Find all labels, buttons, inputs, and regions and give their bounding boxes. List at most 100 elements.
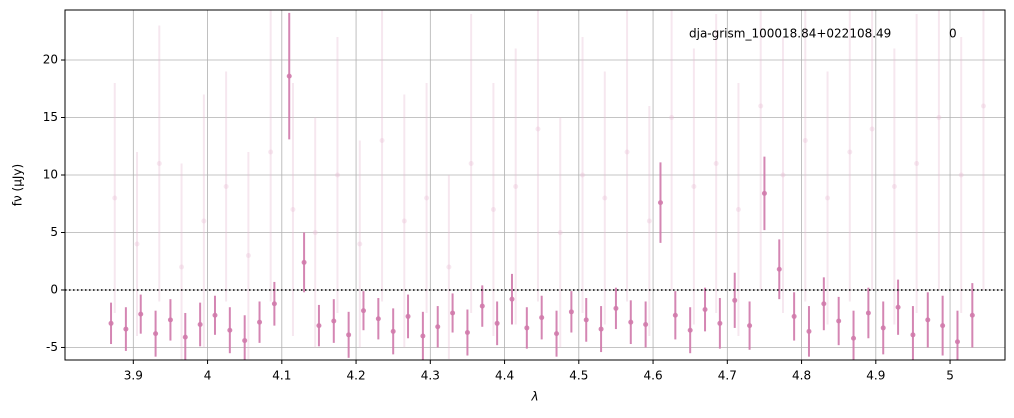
data-point [914, 160, 920, 166]
data-point [865, 310, 871, 316]
data-point [583, 317, 589, 323]
data-point [643, 321, 649, 327]
data-point [312, 229, 318, 235]
x-tick-label: 4 [204, 369, 212, 383]
data-point [657, 200, 663, 206]
x-tick-label: 4.6 [644, 369, 663, 383]
x-tick-label: 4.8 [792, 369, 811, 383]
data-point [646, 218, 652, 224]
data-point [179, 264, 185, 270]
data-point [424, 195, 430, 201]
data-point [390, 328, 396, 334]
data-point [624, 149, 630, 155]
y-tick-label: 15 [43, 110, 58, 124]
data-point [405, 313, 411, 319]
data-point [245, 252, 251, 258]
y-tick-label: 10 [43, 167, 58, 181]
data-point [802, 138, 808, 144]
data-point [821, 301, 827, 307]
data-point [869, 126, 875, 132]
data-point [464, 330, 470, 336]
data-point [580, 172, 586, 178]
data-point [212, 312, 218, 318]
data-point [713, 160, 719, 166]
data-point [182, 334, 188, 340]
data-point [490, 206, 496, 212]
data-point [271, 301, 277, 307]
data-point [375, 316, 381, 322]
data-point [980, 103, 986, 109]
annotation: 0 [949, 27, 957, 41]
data-point [494, 320, 500, 326]
data-point [134, 241, 140, 247]
y-tick-label: 5 [50, 225, 58, 239]
data-point [223, 183, 229, 189]
data-point [598, 326, 604, 332]
data-point [112, 195, 118, 201]
x-tick-label: 4.5 [569, 369, 588, 383]
data-point [851, 335, 857, 341]
data-point [197, 321, 203, 327]
data-point [761, 190, 767, 196]
data-point [446, 264, 452, 270]
data-point [747, 323, 753, 329]
data-point [628, 319, 634, 325]
x-tick-label: 4.9 [866, 369, 885, 383]
data-point [758, 103, 764, 109]
data-point [672, 312, 678, 318]
x-tick-label: 4.7 [718, 369, 737, 383]
data-point [825, 195, 831, 201]
data-point [780, 172, 786, 178]
y-tick-label: 0 [50, 282, 58, 296]
y-tick-label: -5 [46, 340, 58, 354]
data-point [227, 327, 233, 333]
data-point [331, 318, 337, 324]
data-point [379, 138, 385, 144]
x-tick-label: 4.4 [495, 369, 514, 383]
data-point [732, 297, 738, 303]
x-tick-label: 5 [946, 369, 954, 383]
data-point [891, 183, 897, 189]
data-point [401, 218, 407, 224]
data-point [479, 303, 485, 309]
data-point [717, 320, 723, 326]
x-tick-label: 3.9 [124, 369, 143, 383]
grid [65, 10, 1005, 360]
data-point [776, 266, 782, 272]
data-point [257, 319, 263, 325]
data-point [554, 331, 560, 337]
data-point [895, 304, 901, 310]
data-point [613, 305, 619, 311]
data-point [735, 206, 741, 212]
data-point [806, 328, 812, 334]
data-point [969, 312, 975, 318]
data-point [435, 324, 441, 330]
y-tick-label: 20 [43, 53, 58, 67]
plot-area [108, 10, 986, 360]
data-point [108, 320, 114, 326]
data-point [301, 259, 307, 265]
data-point [357, 241, 363, 247]
data-point [468, 160, 474, 166]
data-point [360, 308, 366, 314]
axes-frame [64, 9, 1006, 361]
x-tick-label: 4.2 [347, 369, 366, 383]
data-point [539, 315, 545, 321]
data-point [602, 195, 608, 201]
data-point [669, 115, 675, 121]
data-point [958, 172, 964, 178]
x-axis-label: λ [530, 390, 538, 404]
data-point [524, 325, 530, 331]
data-point [201, 218, 207, 224]
data-point [316, 323, 322, 329]
data-point [346, 332, 352, 338]
data-point [687, 327, 693, 333]
data-point [123, 326, 129, 332]
data-point [450, 310, 456, 316]
data-point [910, 332, 916, 338]
data-point [691, 183, 697, 189]
data-point [138, 311, 144, 317]
data-point [513, 183, 519, 189]
data-point [286, 73, 292, 79]
